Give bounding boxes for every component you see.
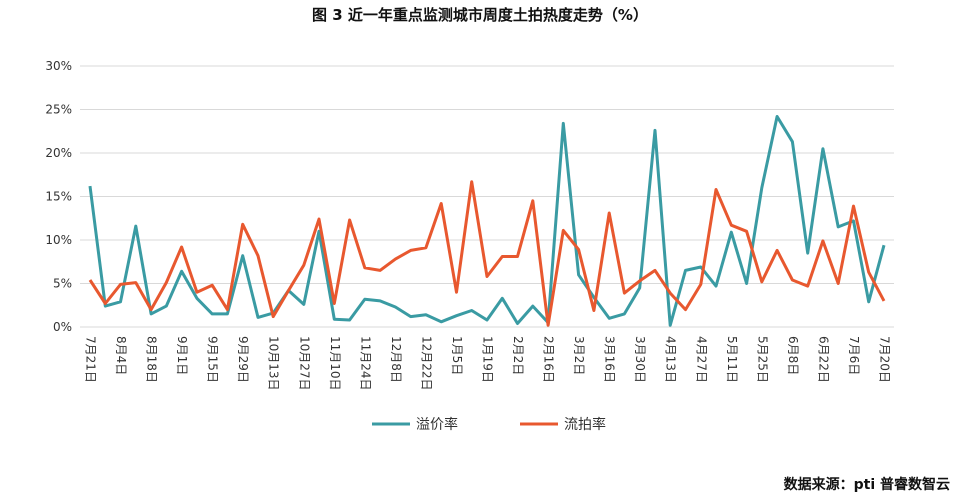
- legend-label: 溢价率: [416, 416, 458, 433]
- y-tick-label: 0%: [53, 320, 72, 334]
- series-line: [88, 115, 886, 327]
- x-tick-label: 10月13日: [267, 336, 281, 391]
- x-tick-label: 6月22日: [816, 336, 830, 383]
- x-tick-label: 6月8日: [786, 336, 800, 375]
- source-note: 数据来源：pti 普睿数智云: [784, 476, 950, 493]
- x-tick-label: 3月16日: [603, 336, 617, 383]
- chart-title: 图 3 近一年重点监测城市周度土拍热度走势（%）: [312, 6, 648, 24]
- x-tick-label: 7月20日: [878, 336, 892, 383]
- x-tick-label: 8月4日: [114, 336, 128, 375]
- x-tick-label: 12月8日: [389, 336, 403, 383]
- x-tick-label: 12月22日: [419, 336, 433, 391]
- series-line: [88, 180, 886, 327]
- x-tick-label: 10月27日: [297, 336, 311, 391]
- x-tick-label: 1月5日: [450, 336, 464, 375]
- x-tick-label: 5月11日: [725, 336, 739, 383]
- y-tick-label: 30%: [45, 59, 72, 73]
- x-tick-label: 9月29日: [236, 336, 250, 383]
- x-tick-label: 9月15日: [206, 336, 220, 383]
- x-tick-label: 4月13日: [664, 336, 678, 383]
- y-tick-label: 10%: [45, 233, 72, 247]
- x-tick-label: 8月18日: [145, 336, 159, 383]
- y-tick-label: 20%: [45, 146, 72, 160]
- x-tick-label: 4月27日: [694, 336, 708, 383]
- y-tick-label: 25%: [45, 103, 72, 117]
- x-tick-label: 7月21日: [84, 336, 98, 383]
- x-tick-label: 3月2日: [572, 336, 586, 375]
- x-tick-label: 9月1日: [175, 336, 189, 375]
- legend-label: 流拍率: [564, 416, 606, 433]
- y-tick-label: 15%: [45, 190, 72, 204]
- x-tick-label: 2月16日: [542, 336, 556, 383]
- y-tick-label: 5%: [53, 277, 72, 291]
- x-tick-label: 2月2日: [511, 336, 525, 375]
- x-tick-label: 1月19日: [481, 336, 495, 383]
- x-tick-label: 3月30日: [633, 336, 647, 383]
- x-tick-label: 11月24日: [358, 336, 372, 391]
- x-tick-label: 11月10日: [328, 336, 342, 391]
- x-tick-label: 7月6日: [847, 336, 861, 375]
- x-tick-label: 5月25日: [755, 336, 769, 383]
